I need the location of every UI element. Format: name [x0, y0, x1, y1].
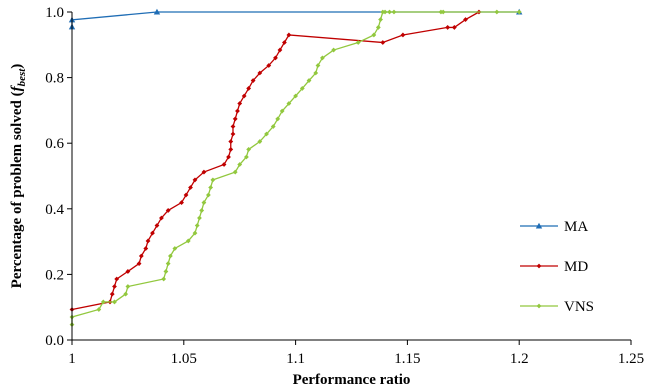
legend-label-md: MD	[564, 259, 588, 275]
y-tick-label: 0.8	[45, 71, 64, 87]
x-tick-label: 1.2	[510, 351, 529, 367]
x-tick-label: 1.15	[394, 351, 420, 367]
x-tick-label: 1	[68, 351, 76, 367]
y-axis-title-close: )	[9, 64, 25, 69]
y-tick-label: 1.0	[45, 5, 64, 21]
y-tick-label: 0.2	[45, 267, 64, 283]
y-tick-label: 0.0	[45, 333, 64, 349]
x-tick-label: 1.25	[618, 351, 644, 367]
legend-label-vns: VNS	[564, 299, 594, 315]
y-axis-title-sub: best	[16, 68, 28, 87]
y-axis-title-main: Percentage of problem solved (	[9, 91, 25, 288]
legend-label-ma: MA	[564, 219, 588, 235]
y-tick-label: 0.4	[45, 202, 64, 218]
y-tick-label: 0.6	[45, 136, 64, 152]
x-tick-label: 1.1	[286, 351, 305, 367]
x-tick-label: 1.05	[171, 351, 197, 367]
x-axis-title: Performance ratio	[293, 372, 411, 388]
